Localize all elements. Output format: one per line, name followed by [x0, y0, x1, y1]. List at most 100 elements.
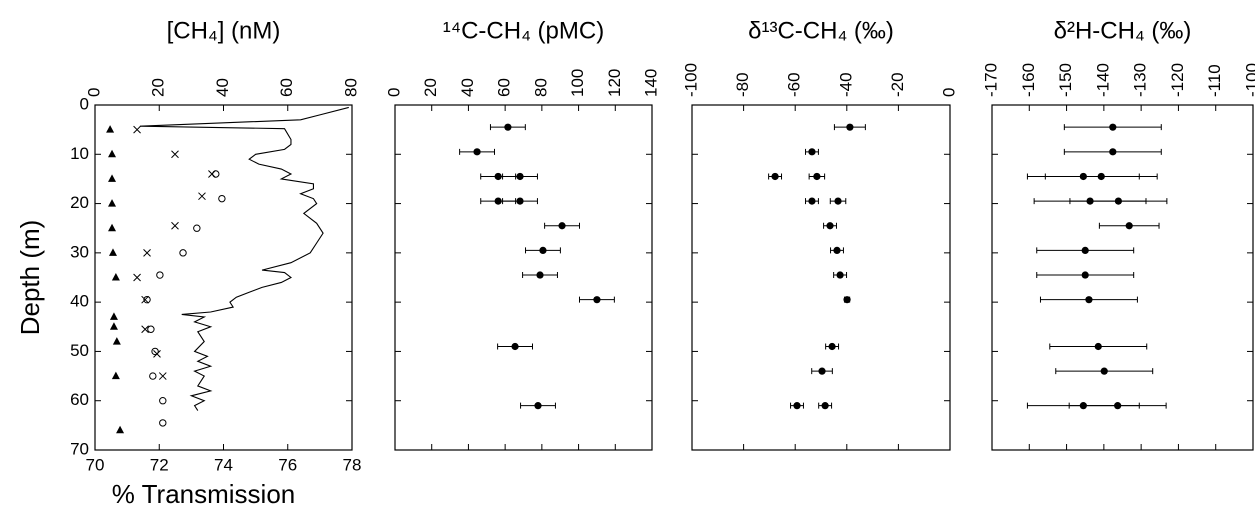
x-tick-label: 40 [458, 78, 477, 97]
triangle-point [108, 149, 117, 158]
triangle-point [116, 425, 125, 434]
data-point [813, 172, 821, 181]
data-point [1114, 402, 1122, 410]
y-tick-label: 20 [70, 193, 89, 212]
triangle-point [106, 125, 115, 133]
open-circle-point [147, 325, 155, 333]
data-point [833, 246, 841, 254]
y-tick-label: 10 [70, 144, 89, 163]
y-tick-label: 40 [70, 292, 89, 311]
x-tick-label: 80 [531, 78, 550, 97]
data-point [836, 271, 844, 279]
data-point [536, 271, 544, 279]
data-point [473, 148, 481, 156]
plot-frame [691, 104, 951, 451]
data-point [516, 197, 524, 205]
data-point [494, 197, 502, 205]
open-circle-point [156, 271, 164, 279]
data-point [1081, 271, 1089, 279]
x-tick-label: 80 [341, 78, 360, 97]
triangle-point [108, 223, 117, 232]
data-point [826, 222, 834, 230]
x2-tick-label: 76 [278, 455, 297, 474]
x-tick-label: 20 [149, 78, 168, 97]
x-tick-label: 120 [605, 69, 624, 97]
panel-title: δ²H-CH₄ (‰) [1054, 17, 1192, 44]
transmission-line [139, 106, 349, 411]
triangle-point [109, 312, 118, 320]
data-point [843, 296, 851, 304]
triangle-point [108, 174, 117, 182]
x2-tick-label: 78 [343, 455, 362, 474]
plot-frame [94, 104, 353, 451]
data-point [494, 172, 502, 181]
open-circle-point [212, 170, 220, 178]
data-point [593, 296, 601, 304]
data-point [511, 342, 519, 351]
data-point [1109, 148, 1117, 156]
triangle-point [112, 337, 121, 345]
data-point [539, 246, 547, 254]
open-circle-point [179, 249, 187, 257]
data-point [828, 342, 836, 351]
x-tick-label: -20 [888, 72, 907, 97]
x-tick-label: -160 [1019, 63, 1038, 97]
cross-point [208, 170, 216, 178]
open-circle-point [151, 347, 159, 356]
x-tick-label: -60 [785, 72, 804, 97]
data-point [846, 123, 854, 131]
open-circle-point [143, 295, 151, 304]
x-tick-label: 40 [213, 78, 232, 97]
x-tick-label: 0 [84, 88, 103, 97]
y-axis-label: Depth (m) [15, 220, 45, 336]
x-tick-label: 0 [939, 88, 958, 97]
open-circle-point [149, 372, 157, 380]
x2-axis-label: % Transmission [112, 479, 296, 509]
triangle-point [111, 371, 120, 380]
data-point [834, 197, 842, 205]
x-tick-label: -100 [681, 63, 700, 97]
cross-point [141, 295, 149, 304]
cross-point [141, 325, 149, 334]
x-tick-label: -40 [836, 72, 855, 97]
data-point [1094, 342, 1102, 351]
x-tick-label: -150 [1056, 63, 1075, 97]
x-tick-label: -140 [1093, 63, 1112, 97]
data-point [1114, 197, 1122, 205]
x2-tick-label: 70 [86, 455, 105, 474]
data-point [1100, 367, 1108, 375]
x2-tick-label: 72 [150, 455, 169, 474]
cross-point [198, 192, 206, 201]
plot-frame [991, 104, 1254, 451]
triangle-point [111, 273, 120, 281]
plot-frame [394, 104, 653, 451]
data-point [793, 402, 801, 410]
data-point [534, 402, 542, 410]
cross-point [171, 221, 179, 230]
data-point [1097, 172, 1105, 181]
y-tick-label: 30 [70, 242, 89, 261]
cross-point [143, 249, 151, 257]
y-tick-label: 60 [70, 390, 89, 409]
cross-point [133, 125, 141, 134]
triangle-point [108, 199, 117, 207]
x2-tick-label: 74 [214, 455, 233, 474]
x-tick-label: -110 [1205, 64, 1224, 97]
x-tick-label: 140 [641, 69, 660, 97]
open-circle-point [159, 419, 167, 427]
data-point [558, 222, 566, 230]
cross-point [133, 273, 141, 282]
data-point [1109, 123, 1117, 131]
data-point [808, 197, 816, 205]
data-point [504, 123, 512, 131]
y-tick-label: 50 [70, 341, 89, 360]
x-tick-label: -170 [981, 63, 1000, 97]
x-tick-label: 60 [495, 78, 514, 97]
x-tick-label: -120 [1168, 63, 1187, 97]
x-tick-label: 0 [384, 88, 403, 97]
panel-title: ¹⁴C-CH₄ (pMC) [443, 17, 604, 44]
data-point [821, 402, 829, 410]
data-point [808, 148, 816, 156]
